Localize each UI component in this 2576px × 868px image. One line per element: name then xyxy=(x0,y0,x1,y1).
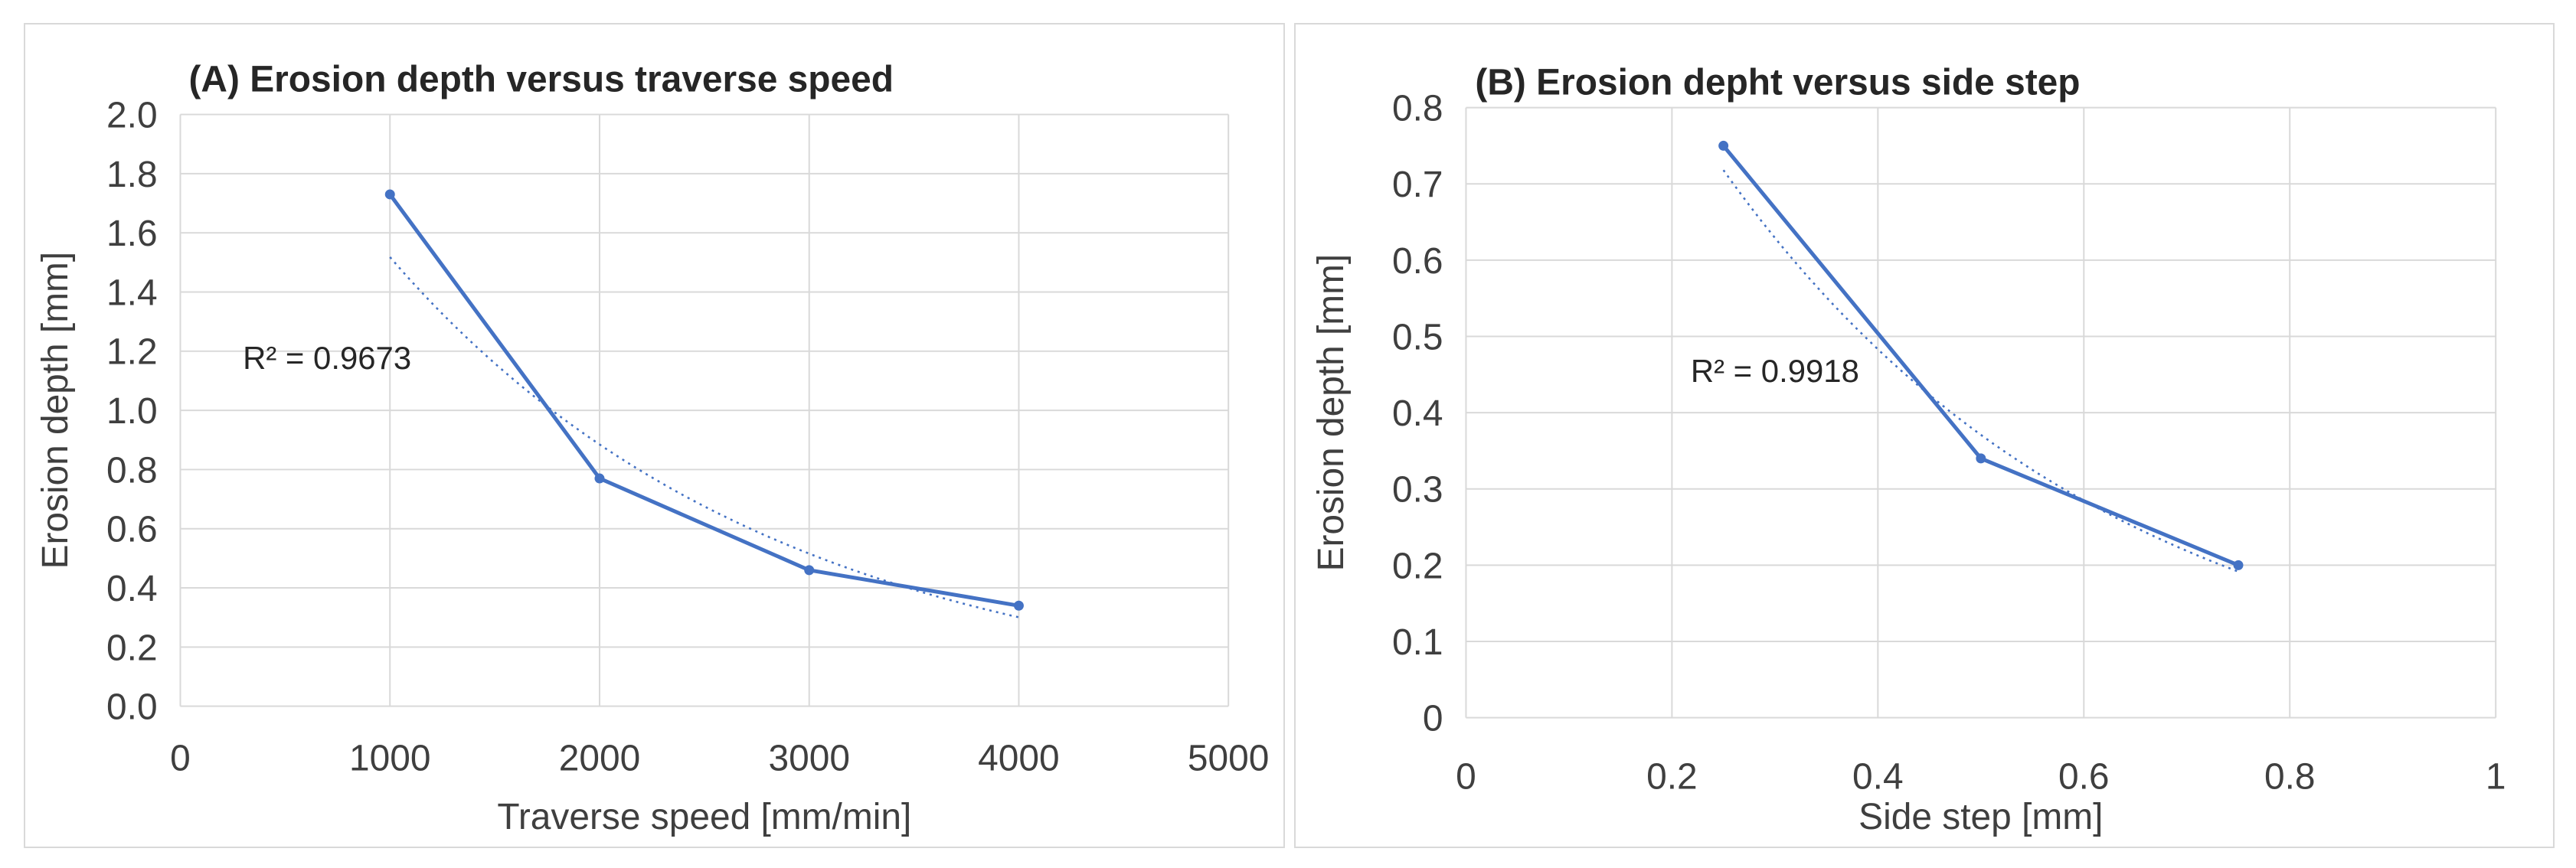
y-tick-label: 1.4 xyxy=(106,272,158,313)
gridlines xyxy=(179,113,1230,707)
x-tick-label: 0.4 xyxy=(1852,756,1904,797)
data-point-marker xyxy=(384,189,395,200)
y-tick-label: 0.6 xyxy=(106,510,158,550)
x-tick-label: 0.8 xyxy=(2264,756,2316,797)
data-point-markers xyxy=(1718,140,2244,570)
x-tick-label: 4000 xyxy=(978,738,1060,778)
exponential-trendline xyxy=(389,256,1019,618)
data-point-marker xyxy=(1718,140,1729,151)
x-tick-label: 0.2 xyxy=(1646,756,1698,797)
x-tick-label: 3000 xyxy=(768,738,850,778)
y-tick-label: 0.8 xyxy=(1392,89,1443,129)
r-squared-label: R² = 0.9673 xyxy=(243,340,411,376)
y-tick-label: 0.7 xyxy=(1392,165,1443,205)
y-tick-label: 2.0 xyxy=(106,96,158,136)
x-tick-label: 5000 xyxy=(1188,738,1270,778)
line-chart-b: 0 0.1 0.2 0.3 0.4 0.5 0.6 0.7 0.8 0 0.2 0.4 0.6 0.8 1 R… xyxy=(1311,63,2506,837)
y-axis-tick-labels: 0 0.1 0.2 0.3 0.4 0.5 0.6 0.7 0.8 xyxy=(1392,89,1443,739)
data-point-markers xyxy=(384,189,1024,611)
y-axis-tick-labels: 0.0 0.2 0.4 0.6 0.8 1.0 1.2 1.4 1.6 1.8 2.0 xyxy=(106,96,158,728)
y-tick-label: 0.2 xyxy=(1392,546,1443,586)
chart-panel-a: 0.0 0.2 0.4 0.6 0.8 1.0 1.2 1.4 1.6 1.8 2.0 0 1000 20… xyxy=(24,23,1285,848)
x-axis-title: Traverse speed [mm/min] xyxy=(497,797,911,837)
chart-title: (A) Erosion depth versus traverse speed xyxy=(188,60,894,100)
line-chart-a: 0.0 0.2 0.4 0.6 0.8 1.0 1.2 1.4 1.6 1.8 2.0 0 1000 20… xyxy=(35,60,1270,837)
x-tick-label: 1 xyxy=(2486,756,2506,797)
y-axis-title: Erosion depth [mm] xyxy=(35,252,76,569)
data-point-marker xyxy=(2233,560,2244,570)
y-tick-label: 0.2 xyxy=(106,628,158,668)
exponential-trendline xyxy=(1722,169,2239,573)
x-tick-label: 0.6 xyxy=(2058,756,2110,797)
x-axis-tick-labels: 0 0.2 0.4 0.6 0.8 1 xyxy=(1456,756,2506,797)
y-tick-label: 1.8 xyxy=(106,155,158,195)
y-tick-label: 1.0 xyxy=(106,391,158,432)
x-axis-title: Side step [mm] xyxy=(1858,797,2103,837)
y-tick-label: 0.4 xyxy=(1392,393,1443,434)
y-tick-label: 1.2 xyxy=(106,332,158,373)
y-tick-label: 0.4 xyxy=(106,569,158,609)
gridlines xyxy=(1465,106,2497,719)
y-tick-label: 0.6 xyxy=(1392,241,1443,282)
data-point-marker xyxy=(1976,453,1986,464)
y-tick-label: 0.8 xyxy=(106,450,158,491)
y-tick-label: 0.0 xyxy=(106,687,158,728)
y-tick-label: 1.6 xyxy=(106,214,158,254)
data-point-marker xyxy=(804,565,815,576)
x-axis-tick-labels: 0 1000 2000 3000 4000 5000 xyxy=(170,738,1269,778)
x-tick-label: 0 xyxy=(1456,756,1476,797)
y-tick-label: 0.5 xyxy=(1392,317,1443,357)
y-tick-label: 0.1 xyxy=(1392,622,1443,663)
x-tick-label: 2000 xyxy=(559,738,641,778)
y-tick-label: 0.3 xyxy=(1392,470,1443,511)
data-point-marker xyxy=(1013,600,1024,611)
data-point-marker xyxy=(594,473,605,484)
x-tick-label: 0 xyxy=(170,738,191,778)
data-series-line xyxy=(387,192,1021,608)
r-squared-label: R² = 0.9918 xyxy=(1691,353,1859,389)
y-tick-label: 0 xyxy=(1423,699,1443,739)
x-tick-label: 1000 xyxy=(349,738,431,778)
y-axis-title: Erosion depth [mm] xyxy=(1311,254,1352,572)
chart-title: (B) Erosion depht versus side step xyxy=(1475,63,2080,103)
chart-panel-b: 0 0.1 0.2 0.3 0.4 0.5 0.6 0.7 0.8 0 0.2 0.4 0.6 0.8 1 R… xyxy=(1294,23,2555,848)
